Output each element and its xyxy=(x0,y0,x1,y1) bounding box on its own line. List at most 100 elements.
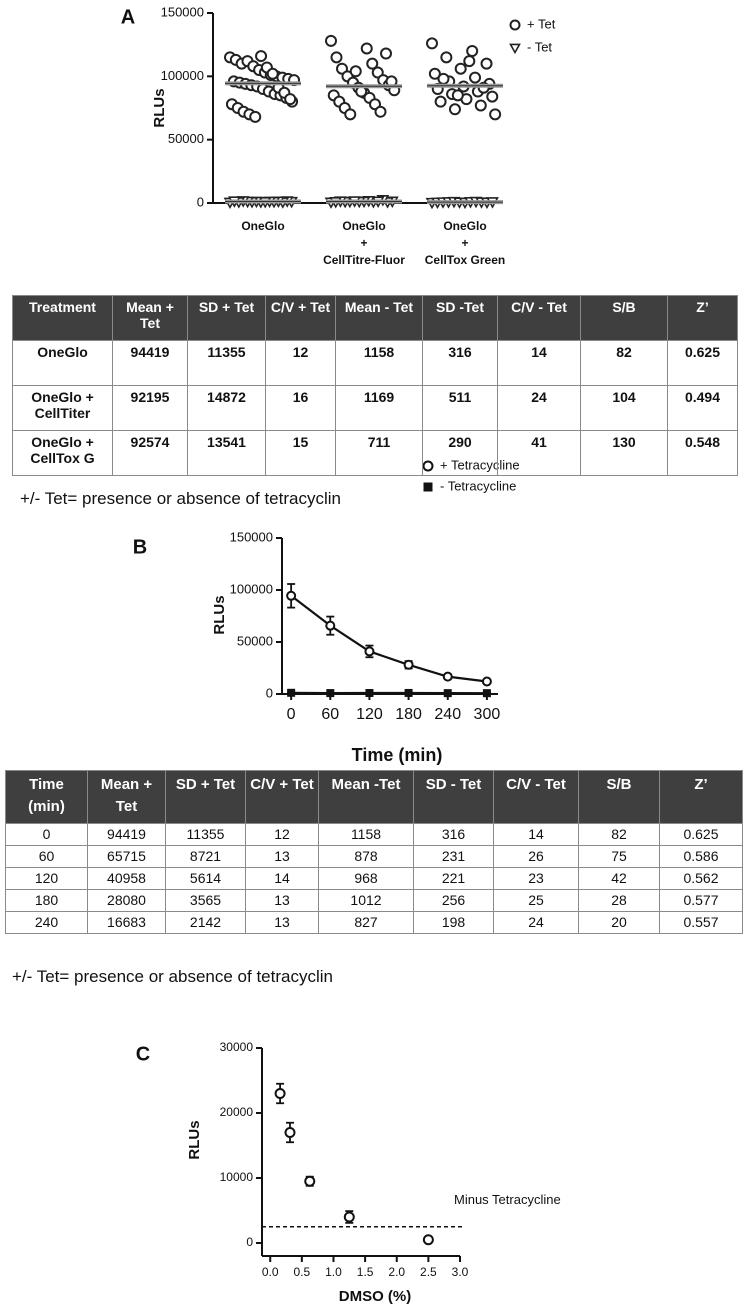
legend-label: - Tetracycline xyxy=(440,478,516,493)
table-cell: 511 xyxy=(422,385,498,431)
table-cell: 120 xyxy=(5,867,88,890)
table-cell: OneGlo xyxy=(12,340,113,386)
table-cell: 711 xyxy=(335,430,423,476)
table-cell: 82 xyxy=(578,823,660,846)
y-axis-label: RLUs xyxy=(151,88,168,127)
table-header-cell: Mean -Tet xyxy=(318,770,414,824)
y-tick-label: 0 xyxy=(266,685,273,700)
data-point xyxy=(284,93,297,106)
table-cell: 14 xyxy=(497,340,581,386)
y-tick-label: 150000 xyxy=(230,529,273,544)
table-header-cell: Z’ xyxy=(659,770,743,824)
data-point xyxy=(343,1211,355,1223)
data-point xyxy=(437,72,450,85)
data-point xyxy=(374,105,387,118)
table-row: OneGlo + CellTiter 92195 14872 16 1169 511 24 1… xyxy=(12,385,738,431)
x-tick-label: 0 xyxy=(287,706,296,723)
x-tick-label: 0.5 xyxy=(294,1265,311,1279)
table-cell: 82 xyxy=(580,340,668,386)
table-cell: 20 xyxy=(578,911,660,934)
data-point xyxy=(454,62,467,75)
data-point xyxy=(366,57,379,70)
x-tick-label: 180 xyxy=(395,706,422,723)
data-point xyxy=(255,50,268,63)
x-tick-label: 240 xyxy=(434,706,461,723)
data-point xyxy=(266,67,279,80)
table-header-cell: Time (min) xyxy=(5,770,88,824)
data-point xyxy=(287,688,296,697)
data-point xyxy=(403,659,414,670)
table-header-cell: C/V + Tet xyxy=(265,295,336,341)
data-point xyxy=(404,688,413,697)
y-tick-label: 0 xyxy=(197,194,204,209)
legend-label: + Tet xyxy=(527,16,556,31)
table-header-cell: Mean + Tet xyxy=(112,295,188,341)
y-axis-label: RLUs xyxy=(186,1120,203,1159)
table-cell: 316 xyxy=(422,340,498,386)
data-point xyxy=(274,1088,286,1099)
table-cell: OneGlo + CellTiter xyxy=(12,385,113,431)
table-cell: 0.586 xyxy=(659,845,743,868)
table-cell: 14872 xyxy=(187,385,266,431)
table-header-cell: C/V + Tet xyxy=(245,770,319,824)
panel-label: A xyxy=(121,6,135,28)
table-cell: 13541 xyxy=(187,430,266,476)
table-cell: 0.625 xyxy=(667,340,738,386)
table-cell: 26 xyxy=(493,845,579,868)
x-axis-label: DMSO (%) xyxy=(339,1288,412,1305)
data-point xyxy=(466,45,479,57)
table-cell: 130 xyxy=(580,430,668,476)
table-cell: 8721 xyxy=(165,845,246,868)
table-cell: 1012 xyxy=(318,889,414,912)
table-cell: 25 xyxy=(493,889,579,912)
y-tick-label: 50000 xyxy=(237,633,273,648)
table-row: 60 65715 8721 13 878 231 26 75 0.586 xyxy=(5,845,743,868)
table-cell: 1158 xyxy=(335,340,423,386)
table-cell: 14 xyxy=(493,823,579,846)
data-point xyxy=(443,689,452,698)
y-tick-label: 100000 xyxy=(230,581,273,596)
data-point xyxy=(344,108,357,121)
x-category-label: OneGlo xyxy=(241,219,285,233)
table-row: 240 16683 2142 13 827 198 24 20 0.557 xyxy=(5,911,743,934)
data-point xyxy=(325,620,336,631)
data-point xyxy=(469,71,482,84)
x-tick-label: 2.5 xyxy=(420,1265,437,1279)
legend-label: - Tet xyxy=(527,39,552,54)
table-cell: 221 xyxy=(413,867,494,890)
table-header-row: Time (min) Mean + Tet SD + Tet C/V + Tet Mea… xyxy=(5,770,743,824)
table-cell: 94419 xyxy=(112,340,188,386)
data-point xyxy=(481,676,492,687)
table-row: OneGlo + CellTox G 92574 13541 15 711 290 41 13… xyxy=(12,430,738,476)
table-header-row: Treatment Mean + Tet SD + Tet C/V + Tet Mean… xyxy=(12,295,738,341)
table-cell: 94419 xyxy=(87,823,166,846)
data-point xyxy=(489,108,502,121)
data-point xyxy=(428,67,441,80)
table-cell: 2142 xyxy=(165,911,246,934)
table-cell: 0.577 xyxy=(659,889,743,912)
data-point xyxy=(304,1175,316,1187)
table-header-cell: Z’ xyxy=(667,295,738,341)
table-cell: 878 xyxy=(318,845,414,868)
data-point xyxy=(474,99,487,112)
data-point xyxy=(286,590,297,601)
table-cell: 92195 xyxy=(112,385,188,431)
y-axis-label: RLUs xyxy=(211,595,228,634)
table-note: +/- Tet= presence or absence of tetracyc… xyxy=(12,967,333,986)
x-tick-label: 60 xyxy=(321,706,339,723)
table-header-cell: Treatment xyxy=(12,295,113,341)
data-point xyxy=(426,37,438,50)
y-tick-label: 30000 xyxy=(220,1040,254,1054)
x-tick-label: 1.0 xyxy=(325,1265,342,1279)
data-point xyxy=(330,51,343,64)
data-point xyxy=(440,51,453,64)
table-cell: 23 xyxy=(493,867,579,890)
data-point xyxy=(364,646,375,657)
y-tick-label: 50000 xyxy=(168,131,204,146)
table-cell: 1169 xyxy=(335,385,423,431)
table-row: 120 40958 5614 14 968 221 23 42 0.562 xyxy=(5,867,743,890)
x-axis-label: Time (min) xyxy=(352,745,443,765)
table-cell: 0.562 xyxy=(659,867,743,890)
table-cell: 180 xyxy=(5,889,88,912)
